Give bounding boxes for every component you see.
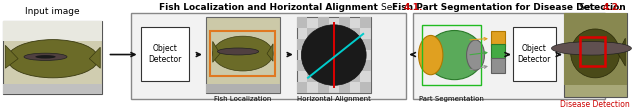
FancyBboxPatch shape [491,31,505,46]
FancyBboxPatch shape [349,71,360,82]
FancyBboxPatch shape [339,82,349,93]
FancyBboxPatch shape [318,39,328,50]
FancyBboxPatch shape [307,28,318,39]
FancyBboxPatch shape [206,84,280,93]
FancyBboxPatch shape [328,50,339,60]
FancyBboxPatch shape [131,13,406,99]
FancyBboxPatch shape [141,27,189,81]
FancyBboxPatch shape [297,17,371,93]
FancyBboxPatch shape [491,58,505,73]
Polygon shape [90,47,100,68]
Text: Fish Part Segmentation for Disease Detection: Fish Part Segmentation for Disease Detec… [392,3,626,12]
Polygon shape [212,41,220,62]
Polygon shape [5,45,18,68]
FancyBboxPatch shape [413,13,605,99]
Circle shape [24,53,67,60]
FancyBboxPatch shape [307,50,318,60]
Text: Fish Localization: Fish Localization [214,96,271,102]
FancyBboxPatch shape [360,82,371,93]
Text: Input image: Input image [26,7,80,16]
Text: Disease Detection: Disease Detection [561,100,630,108]
Polygon shape [618,38,625,66]
Ellipse shape [7,40,99,78]
FancyBboxPatch shape [3,21,102,94]
Ellipse shape [301,25,366,85]
FancyBboxPatch shape [3,84,102,94]
Ellipse shape [467,40,484,70]
Text: Object
Detector: Object Detector [518,44,551,64]
FancyBboxPatch shape [339,39,349,50]
Circle shape [35,55,56,59]
Text: Fish Localization and Horizontal Alignment: Fish Localization and Horizontal Alignme… [159,3,378,12]
FancyBboxPatch shape [328,28,339,39]
Circle shape [218,48,259,55]
FancyBboxPatch shape [349,28,360,39]
FancyBboxPatch shape [318,82,328,93]
Text: 4.2.: 4.2. [602,3,621,12]
FancyBboxPatch shape [339,17,349,28]
Text: Object
Detector: Object Detector [148,44,182,64]
FancyBboxPatch shape [318,60,328,71]
FancyBboxPatch shape [3,21,102,41]
FancyBboxPatch shape [491,44,505,60]
FancyBboxPatch shape [297,17,307,28]
Text: Part Segmentation: Part Segmentation [419,96,484,102]
FancyBboxPatch shape [328,71,339,82]
Ellipse shape [571,29,620,78]
Text: 4.1.: 4.1. [404,3,423,12]
Text: Sec.: Sec. [381,3,403,12]
Ellipse shape [30,41,76,48]
Text: Horizontal Alignment: Horizontal Alignment [297,96,371,102]
FancyBboxPatch shape [360,60,371,71]
FancyBboxPatch shape [307,71,318,82]
FancyBboxPatch shape [360,39,371,50]
FancyBboxPatch shape [513,27,556,81]
FancyBboxPatch shape [297,82,307,93]
FancyBboxPatch shape [339,60,349,71]
FancyBboxPatch shape [349,50,360,60]
Ellipse shape [426,31,483,80]
Circle shape [552,42,632,55]
Ellipse shape [419,35,443,75]
FancyBboxPatch shape [564,13,627,97]
FancyBboxPatch shape [206,17,280,93]
FancyBboxPatch shape [564,13,627,85]
Ellipse shape [212,36,273,71]
FancyBboxPatch shape [318,17,328,28]
Polygon shape [267,44,273,61]
FancyBboxPatch shape [360,17,371,28]
FancyBboxPatch shape [297,39,307,50]
FancyBboxPatch shape [297,60,307,71]
Text: Sec.: Sec. [579,3,602,12]
